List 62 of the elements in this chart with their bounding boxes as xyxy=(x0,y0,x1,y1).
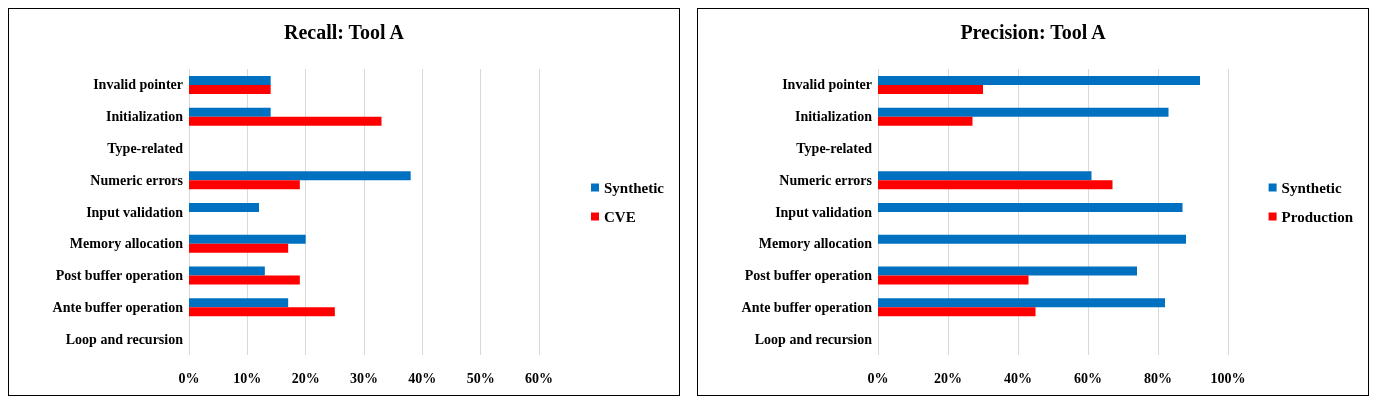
legend-label: Production xyxy=(1281,208,1354,225)
y-tick-label: Invalid pointer xyxy=(782,77,872,93)
bar xyxy=(189,203,259,212)
x-tick-label: 0% xyxy=(867,370,889,386)
chart-title: Recall: Tool A xyxy=(283,21,405,43)
y-tick-label: Input validation xyxy=(86,204,184,220)
x-tick-label: 10% xyxy=(233,370,262,386)
bar xyxy=(878,116,973,126)
bar xyxy=(878,75,1200,85)
bar xyxy=(189,275,300,285)
bar xyxy=(878,107,1169,117)
y-tick-label: Memory allocation xyxy=(69,236,184,252)
x-tick-label: 100% xyxy=(1210,370,1246,386)
legend-label: Synthetic xyxy=(604,179,665,196)
y-tick-label: Loop and recursion xyxy=(754,331,873,347)
x-tick-label: 40% xyxy=(1004,370,1032,386)
bar xyxy=(878,298,1165,308)
bar xyxy=(189,298,289,308)
bar xyxy=(878,180,1113,190)
bar xyxy=(878,84,983,94)
chart-title: Precision: Tool A xyxy=(960,21,1107,43)
y-tick-label: Post buffer operation xyxy=(55,268,184,284)
y-tick-label: Loop and recursion xyxy=(65,331,184,347)
x-tick-label: 60% xyxy=(1074,370,1102,386)
y-tick-label: Ante buffer operation xyxy=(52,299,184,315)
x-tick-label: 20% xyxy=(291,370,320,386)
legend-label: Synthetic xyxy=(1281,179,1342,196)
bar xyxy=(878,203,1183,212)
x-tick-label: 30% xyxy=(350,370,378,386)
x-tick-label: 40% xyxy=(408,370,437,386)
y-tick-label: Input validation xyxy=(775,204,873,220)
y-tick-label: Type-related xyxy=(107,140,184,156)
y-tick-label: Memory allocation xyxy=(758,236,873,252)
x-tick-label: 80% xyxy=(1144,370,1172,386)
y-tick-label: Numeric errors xyxy=(90,172,184,188)
bar xyxy=(189,266,265,276)
bar xyxy=(189,107,271,117)
y-tick-label: Type-related xyxy=(796,140,873,156)
bar xyxy=(189,243,289,253)
y-tick-label: Invalid pointer xyxy=(93,77,183,93)
bar xyxy=(189,116,382,126)
y-tick-label: Initialization xyxy=(105,109,184,125)
x-tick-label: 0% xyxy=(178,370,200,386)
bar xyxy=(878,266,1137,276)
x-tick-label: 60% xyxy=(525,370,553,386)
bar xyxy=(189,75,271,85)
y-tick-label: Ante buffer operation xyxy=(741,299,873,315)
bar xyxy=(189,234,306,244)
legend-label: CVE xyxy=(604,208,636,225)
bar xyxy=(189,180,300,190)
x-tick-label: 20% xyxy=(934,370,962,386)
bar xyxy=(878,171,1092,181)
bar xyxy=(189,171,411,181)
bar xyxy=(878,275,1029,285)
y-tick-label: Initialization xyxy=(794,109,873,125)
bar xyxy=(189,84,271,94)
bar xyxy=(878,307,1036,317)
bar xyxy=(189,307,335,317)
y-tick-label: Numeric errors xyxy=(779,172,873,188)
bar xyxy=(878,234,1186,244)
x-tick-label: 50% xyxy=(466,370,495,386)
y-tick-label: Post buffer operation xyxy=(744,268,873,284)
